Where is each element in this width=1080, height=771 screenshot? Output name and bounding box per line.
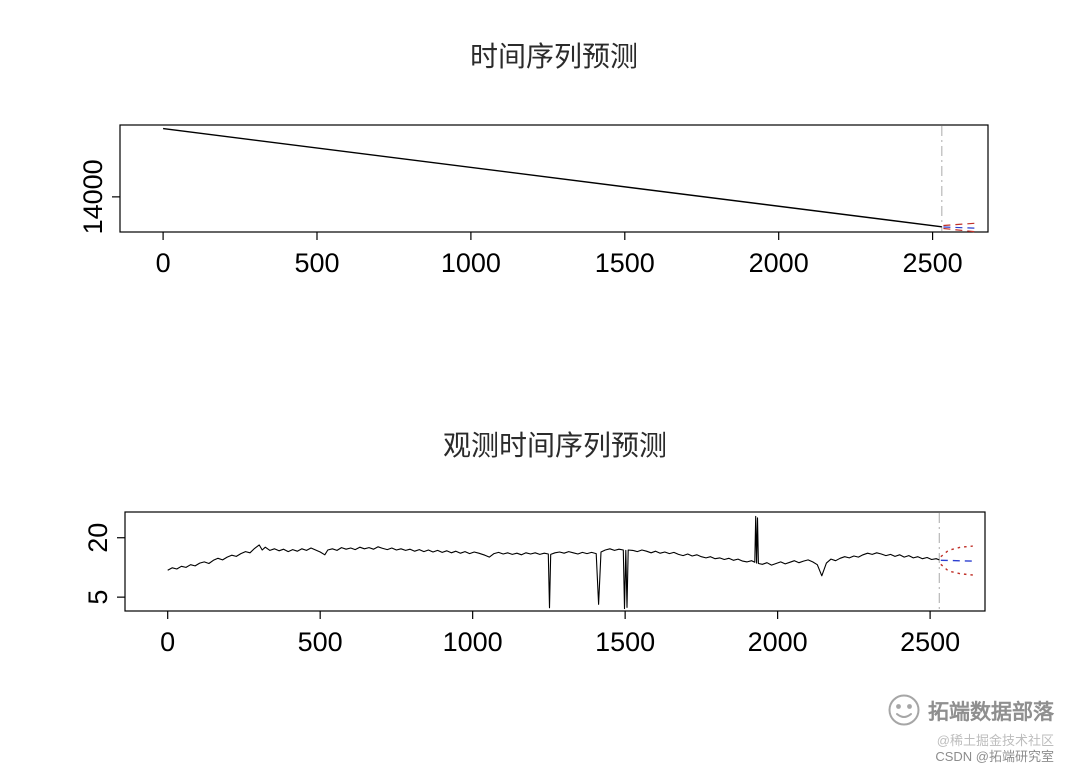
series-forecast-lower	[943, 227, 976, 233]
x-tick-label: 2500	[900, 627, 960, 657]
watermark-logo-icon	[887, 693, 921, 733]
x-tick-label: 0	[156, 248, 171, 278]
x-tick-label: 0	[160, 627, 175, 657]
series-forecast-lower	[940, 563, 973, 576]
series-forecast-upper	[943, 222, 976, 227]
x-tick-label: 1500	[595, 627, 655, 657]
x-tick-label: 1500	[595, 248, 655, 278]
x-tick-label: 2000	[748, 627, 808, 657]
x-tick-label: 500	[298, 627, 343, 657]
y-tick-label: 14000	[78, 159, 108, 234]
chart-title: 观测时间序列预测	[443, 430, 667, 462]
chart-title: 时间序列预测	[470, 41, 638, 73]
series-forecast-upper	[940, 545, 973, 558]
x-tick-label: 1000	[441, 248, 501, 278]
plot-box	[124, 511, 986, 612]
watermark-csdn-text: CSDN @拓端研究室	[935, 748, 1054, 764]
series-observed	[167, 515, 940, 610]
plot-box	[119, 124, 989, 233]
y-tick-label: 20	[83, 523, 113, 553]
series-forecast-mean	[943, 226, 976, 229]
series-forecast-mean	[940, 559, 973, 562]
x-tick-label: 2000	[749, 248, 809, 278]
watermark-brand-text: 拓端数据部落	[928, 700, 1054, 725]
x-tick-label: 1000	[443, 627, 503, 657]
x-tick-label: 2500	[903, 248, 963, 278]
y-tick-label: 5	[83, 590, 113, 605]
watermark: 拓端数据部落 @稀土掘金技术社区 CSDN @拓端研究室	[887, 693, 1054, 766]
x-tick-label: 500	[294, 248, 339, 278]
series-observed	[163, 127, 942, 228]
watermark-community-text: @稀土掘金技术社区	[936, 732, 1054, 748]
